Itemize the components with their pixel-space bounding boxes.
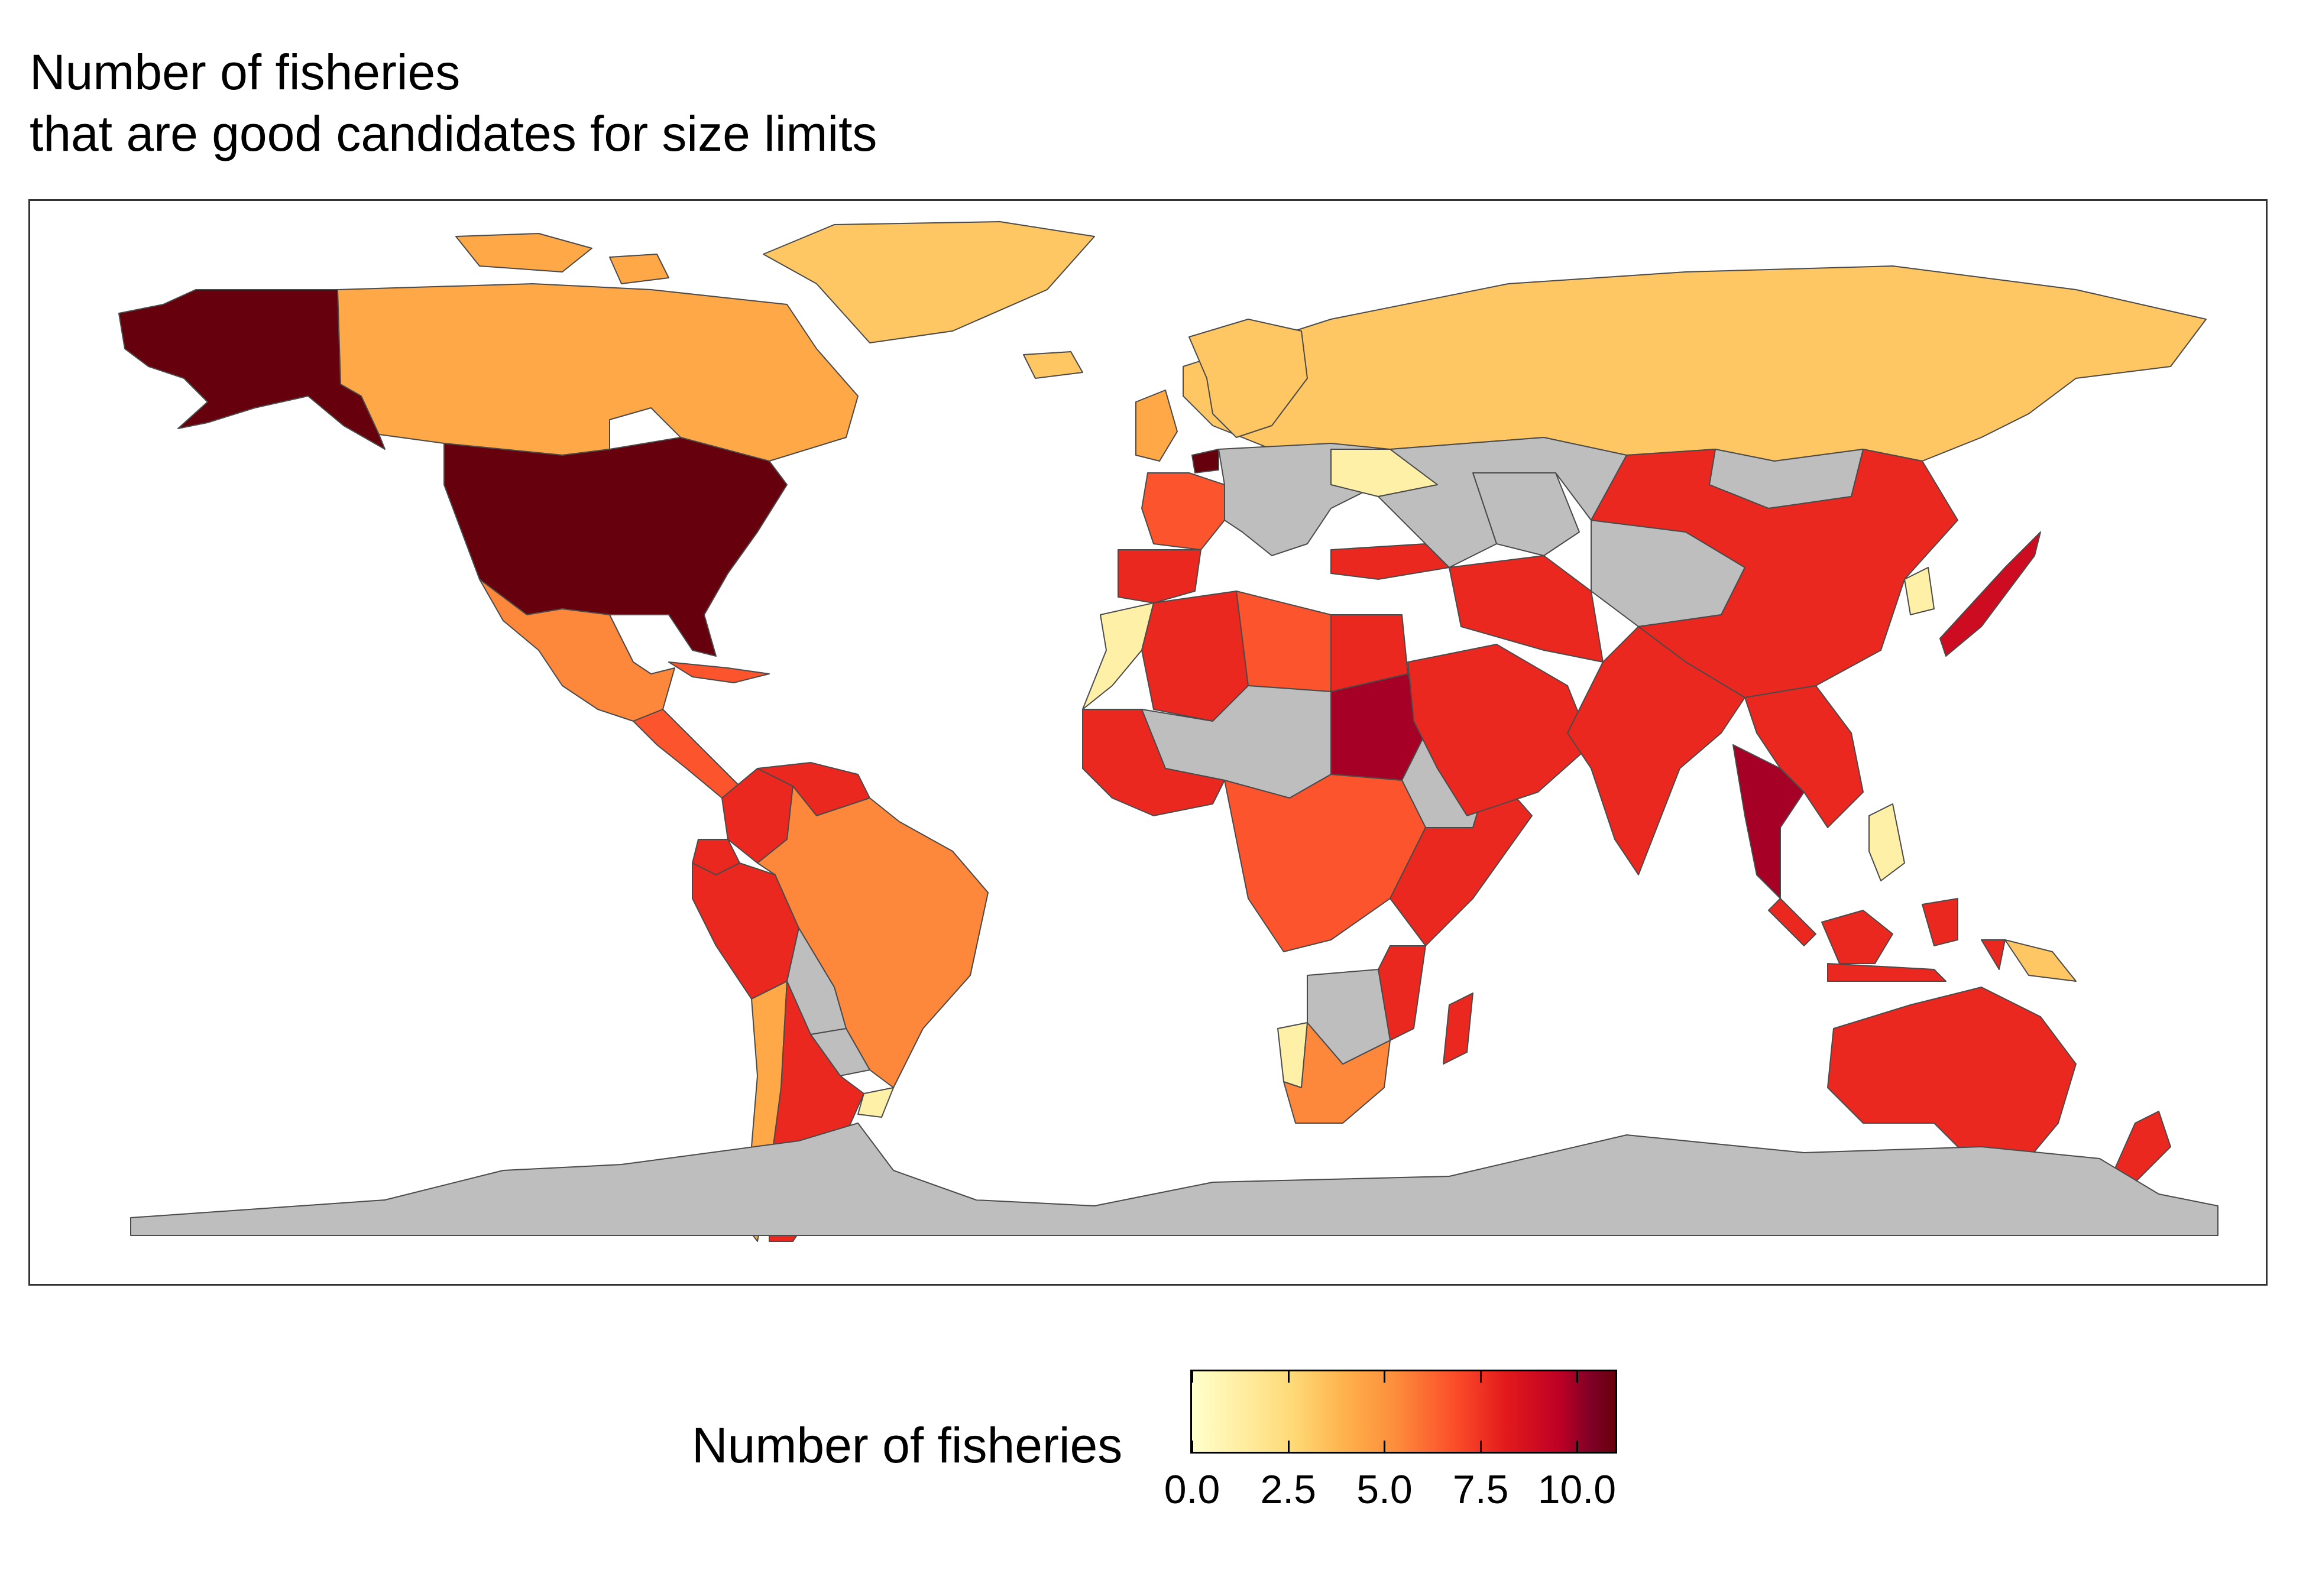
region-scandinavia <box>1188 319 1308 438</box>
region-libya <box>1236 591 1332 692</box>
chart-title-line-2: that are good candidates for size limits <box>30 106 877 161</box>
legend-tick-mark <box>1480 1370 1482 1383</box>
region-australia <box>1827 987 2077 1159</box>
legend-colorbar <box>1190 1370 1617 1454</box>
legend-tick-mark <box>1191 1370 1193 1383</box>
legend-tick-mark <box>1287 1441 1290 1454</box>
legend-tick-label: 2.5 <box>1260 1467 1316 1512</box>
region-canada <box>337 233 859 479</box>
region-thailand <box>1732 744 1805 899</box>
region-china <box>1591 449 1958 698</box>
region-france <box>1141 472 1225 550</box>
region-madagascar <box>1443 992 1473 1065</box>
legend-tick-label: 0.0 <box>1164 1467 1220 1512</box>
legend-tick-mark <box>1287 1370 1290 1383</box>
region-alaska <box>118 289 386 450</box>
region-antarctica <box>130 1123 2218 1236</box>
region-greenland <box>763 221 1095 343</box>
region-southern-africa <box>1307 969 1391 1065</box>
legend-tick-mark <box>1191 1441 1193 1454</box>
legend-tick-mark <box>1576 1370 1578 1383</box>
legend-tick-label: 10.0 <box>1537 1467 1617 1512</box>
region-iceland <box>1023 351 1083 379</box>
region-india <box>1567 626 1745 875</box>
region-central-africa <box>1224 774 1426 952</box>
world-map <box>118 221 2218 1242</box>
region-caribbean <box>668 661 770 683</box>
legend-tick-mark <box>1384 1370 1386 1383</box>
region-japan <box>1939 531 2041 657</box>
region-philippines <box>1868 803 1905 881</box>
region-iberia <box>1118 549 1201 604</box>
region-korea <box>1904 567 1935 615</box>
region-united-states <box>443 437 788 657</box>
legend-tick-label: 5.0 <box>1356 1467 1413 1512</box>
region-iran <box>1449 555 1604 663</box>
region-russia <box>1183 265 2207 462</box>
region-central-asia <box>1378 437 1627 568</box>
region-uruguay <box>857 1087 894 1118</box>
legend-tick-mark <box>1480 1441 1482 1454</box>
legend-tick-label: 7.5 <box>1452 1467 1509 1512</box>
region-east-africa <box>1378 768 1533 1041</box>
region-united-kingdom <box>1135 390 1178 462</box>
region-netherlands <box>1191 449 1219 473</box>
region-central-america <box>633 709 740 799</box>
region-west-africa <box>1082 709 1225 816</box>
chart-title-line-1: Number of fisheries <box>30 44 461 100</box>
legend-tick-mark <box>1384 1441 1386 1454</box>
chart-title: Number of fisheries that are good candid… <box>30 41 877 164</box>
legend-tick-mark <box>1576 1441 1578 1454</box>
region-arabian-peninsula <box>1407 644 1592 816</box>
region-mexico <box>479 579 675 722</box>
region-papua-new-guinea <box>2004 939 2077 982</box>
region-indonesia <box>1768 898 2006 982</box>
legend-title: Number of fisheries <box>692 1417 1123 1473</box>
region-southeast-asia <box>1744 685 1864 828</box>
map-panel <box>28 199 2268 1286</box>
region-turkey <box>1330 543 1450 580</box>
